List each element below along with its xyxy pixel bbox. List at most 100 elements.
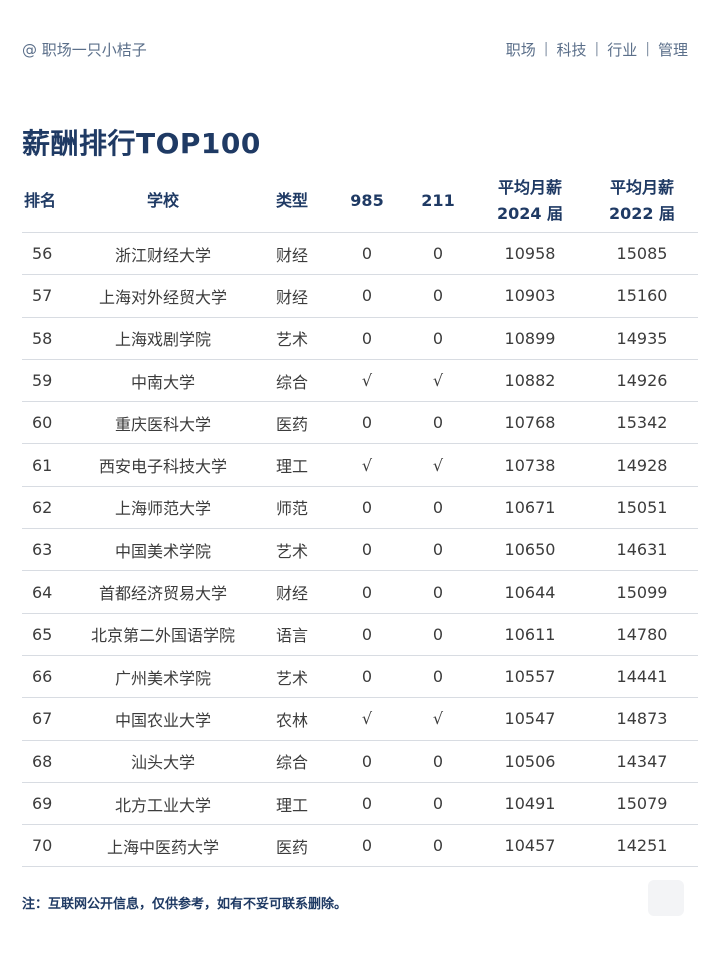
nav-separator: | [645, 41, 650, 57]
salary-ranking-table: 排名 学校 类型 985 211 平均月薪 2024 届 平均月薪 2022 届… [22, 170, 698, 868]
cell-rank: 59 [22, 359, 74, 403]
cell-salary-2024: 10644 [474, 570, 586, 614]
cell-salary-2022: 14251 [586, 824, 698, 868]
cell-school: 重庆医科大学 [74, 401, 252, 445]
cell-salary-2022: 14928 [586, 443, 698, 487]
nav-separator: | [594, 41, 600, 57]
nav-item-career[interactable]: 职场 [505, 40, 536, 59]
cell-rank: 56 [22, 232, 74, 276]
top-bar: @ 职场一只小桔子 职场 | 科技 | 行业 | 管理 [22, 36, 688, 62]
table-row: 63 中国美术学院 艺术 0 0 10650 14631 [22, 528, 698, 572]
cell-type: 农林 [252, 697, 332, 741]
column-header-211: 211 [402, 170, 474, 233]
table-row: 60 重庆医科大学 医药 0 0 10768 15342 [22, 401, 698, 445]
cell-salary-2024: 10650 [474, 528, 586, 572]
table-row: 67 中国农业大学 农林 √ √ 10547 14873 [22, 697, 698, 741]
cell-salary-2022: 15342 [586, 401, 698, 445]
cell-salary-2022: 14926 [586, 359, 698, 403]
cell-type: 综合 [252, 359, 332, 403]
column-header-salary-2024-line1: 平均月薪 [497, 178, 562, 197]
cell-rank: 66 [22, 655, 74, 699]
cell-rank: 62 [22, 486, 74, 530]
cell-211: 0 [402, 317, 474, 360]
cell-school: 北京第二外国语学院 [74, 613, 252, 656]
nav-separator: | [543, 41, 549, 57]
cell-985: 0 [332, 486, 402, 530]
cell-salary-2022: 14441 [586, 655, 698, 699]
table-row: 66 广州美术学院 艺术 0 0 10557 14441 [22, 655, 698, 699]
table-row: 57 上海对外经贸大学 财经 0 0 10903 15160 [22, 274, 698, 318]
cell-211: 0 [402, 740, 474, 783]
table-row: 62 上海师范大学 师范 0 0 10671 15051 [22, 486, 698, 530]
cell-salary-2022: 15099 [586, 570, 698, 614]
cell-rank: 69 [22, 782, 74, 826]
cell-school: 北方工业大学 [74, 782, 252, 826]
cell-985: 0 [332, 274, 402, 318]
cell-salary-2024: 10882 [474, 359, 586, 403]
cell-type: 艺术 [252, 655, 332, 699]
cell-salary-2022: 14873 [586, 697, 698, 741]
table-row: 56 浙江财经大学 财经 0 0 10958 15085 [22, 232, 698, 276]
cell-type: 师范 [252, 486, 332, 530]
table-body: 56 浙江财经大学 财经 0 0 10958 15085 57 上海对外经贸大学 财经 0 0 1090… [22, 232, 698, 868]
cell-211: 0 [402, 486, 474, 530]
cell-985: 0 [332, 317, 402, 360]
cell-school: 中国美术学院 [74, 528, 252, 572]
cell-211: 0 [402, 570, 474, 614]
cell-salary-2024: 10958 [474, 232, 586, 276]
cell-type: 理工 [252, 443, 332, 487]
nav-item-management[interactable]: 管理 [657, 40, 688, 59]
table-row: 70 上海中医药大学 医药 0 0 10457 14251 [22, 824, 698, 868]
cell-211: 0 [402, 274, 474, 318]
nav-item-tech[interactable]: 科技 [556, 40, 587, 59]
page-title: 薪酬排行TOP100 [22, 127, 261, 160]
cell-rank: 61 [22, 443, 74, 487]
cell-salary-2024: 10457 [474, 824, 586, 868]
cell-type: 艺术 [252, 317, 332, 360]
cell-school: 上海师范大学 [74, 486, 252, 530]
cell-985: √ [332, 443, 402, 487]
cell-school: 上海对外经贸大学 [74, 274, 252, 318]
cell-type: 语言 [252, 613, 332, 656]
cell-salary-2024: 10768 [474, 401, 586, 445]
cell-salary-2024: 10611 [474, 613, 586, 656]
cell-type: 医药 [252, 401, 332, 445]
cell-211: √ [402, 697, 474, 741]
cell-type: 财经 [252, 570, 332, 614]
nav-item-industry[interactable]: 行业 [607, 40, 638, 59]
cell-salary-2024: 10491 [474, 782, 586, 826]
cell-salary-2022: 15160 [586, 274, 698, 318]
cell-rank: 58 [22, 317, 74, 360]
cell-985: 0 [332, 613, 402, 656]
cell-salary-2024: 10506 [474, 740, 586, 783]
cell-211: 0 [402, 655, 474, 699]
cell-salary-2022: 14935 [586, 317, 698, 360]
cell-school: 中国农业大学 [74, 697, 252, 741]
cell-rank: 63 [22, 528, 74, 572]
cell-type: 财经 [252, 232, 332, 276]
cell-school: 上海中医药大学 [74, 824, 252, 868]
cell-school: 浙江财经大学 [74, 232, 252, 276]
cell-salary-2022: 15079 [586, 782, 698, 826]
cell-rank: 67 [22, 697, 74, 741]
column-header-salary-2024-line2: 2024 届 [496, 204, 564, 223]
cell-rank: 60 [22, 401, 74, 445]
footnote: 注：互联网公开信息，仅供参考，如有不妥可联系删除。 [22, 897, 348, 912]
cell-985: √ [332, 359, 402, 403]
cell-salary-2024: 10903 [474, 274, 586, 318]
cell-985: 0 [332, 782, 402, 826]
cell-type: 财经 [252, 274, 332, 318]
cell-salary-2022: 14347 [586, 740, 698, 783]
cell-211: 0 [402, 528, 474, 572]
column-header-school: 学校 [74, 170, 252, 233]
cell-985: √ [332, 697, 402, 741]
cell-school: 广州美术学院 [74, 655, 252, 699]
cell-salary-2024: 10547 [474, 697, 586, 741]
column-header-salary-2022: 平均月薪 2022 届 [586, 170, 698, 233]
cell-school: 西安电子科技大学 [74, 443, 252, 487]
table-row: 69 北方工业大学 理工 0 0 10491 15079 [22, 782, 698, 826]
cell-985: 0 [332, 655, 402, 699]
cell-rank: 68 [22, 740, 74, 783]
cell-type: 理工 [252, 782, 332, 826]
column-header-rank: 排名 [22, 170, 74, 233]
